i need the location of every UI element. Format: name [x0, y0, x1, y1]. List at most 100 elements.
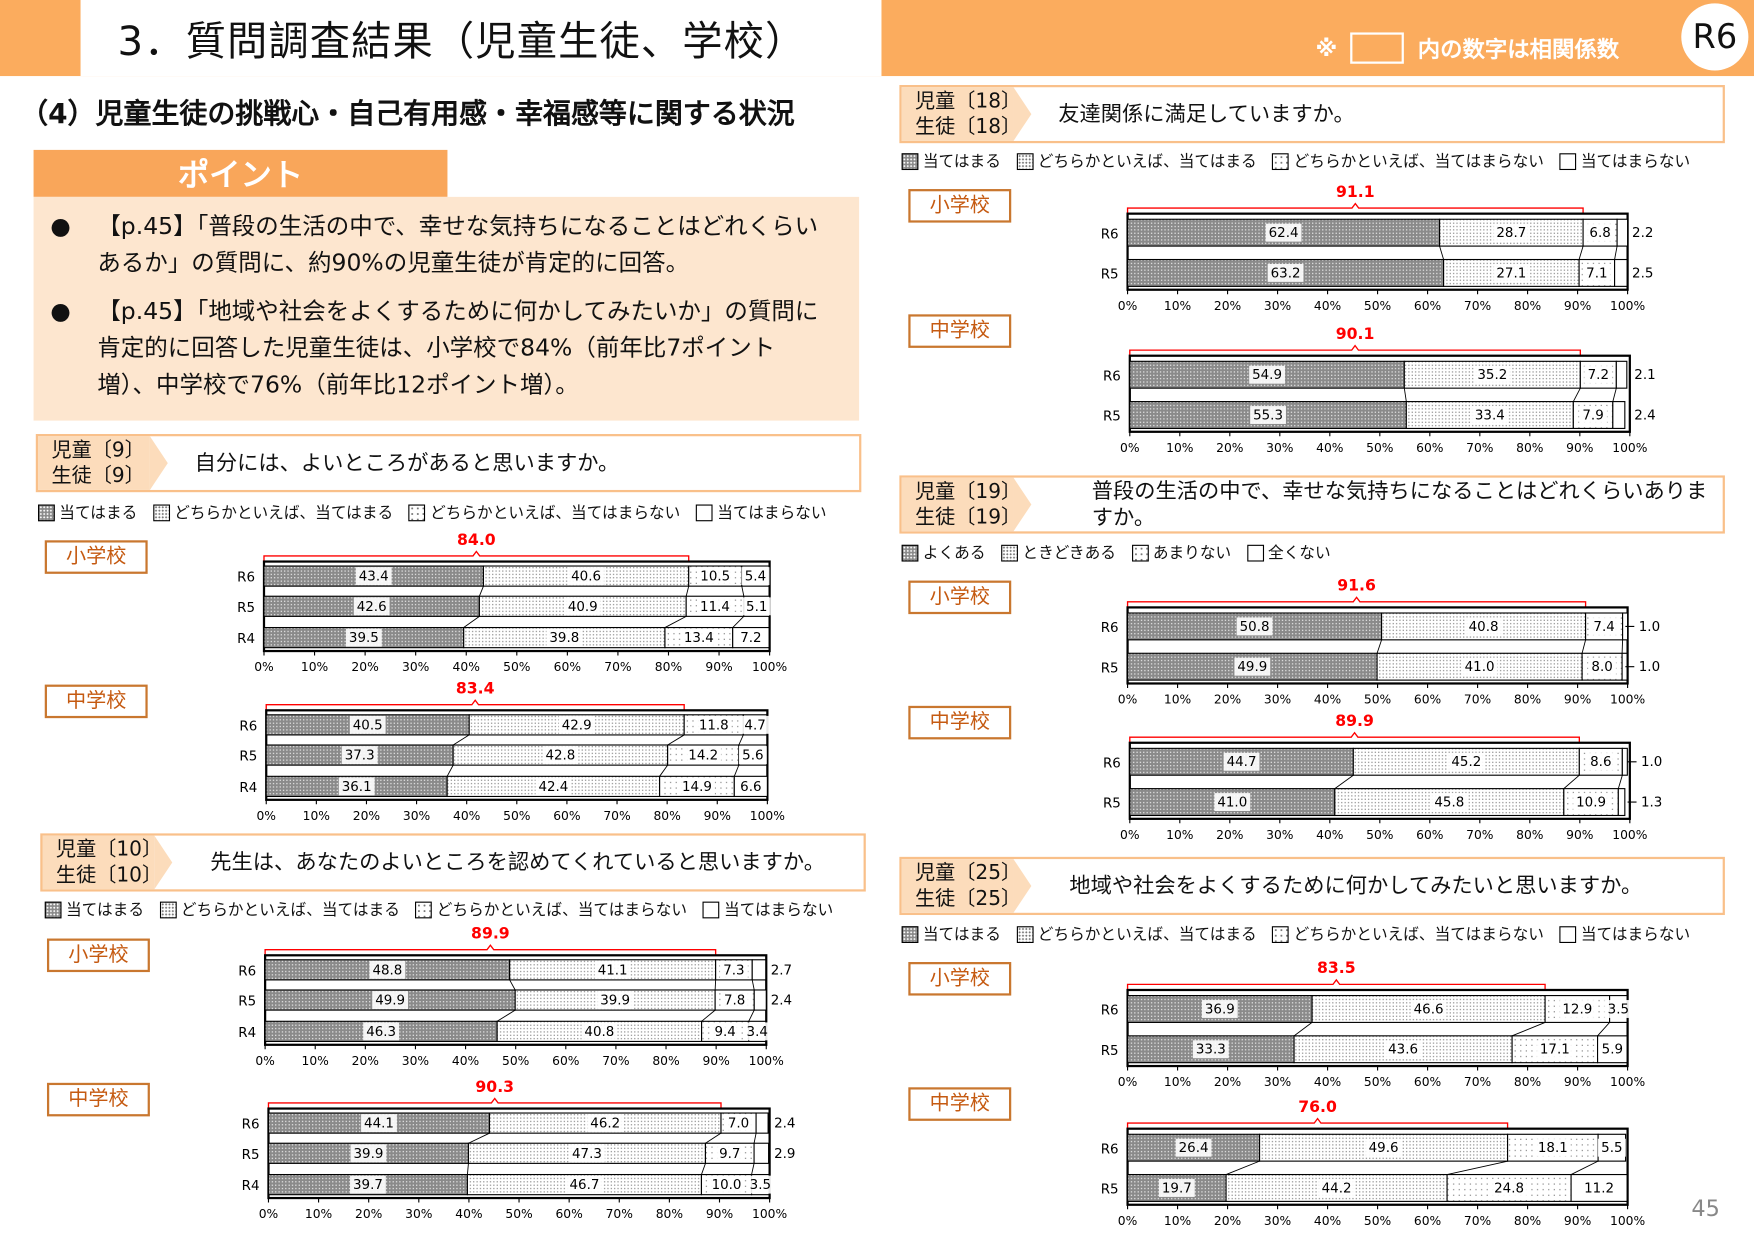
axis-tick-label: 90%: [702, 1054, 729, 1068]
connector-line: [1293, 1022, 1313, 1037]
legend-item-strongly-agree: 当てはまる: [901, 923, 1001, 945]
axis-tick-label: 100%: [752, 660, 787, 674]
axis-tick-label: 30%: [402, 660, 429, 674]
value-label-bg: [569, 1144, 605, 1163]
value-label-bg: [1493, 223, 1530, 242]
value-label: 48.8: [372, 963, 402, 978]
stacked-bar-chart: 91.1 R6 62.4 28.7 6.8 2.2 R5 63.2 27.1 7.1 2.5 0% 10…: [1101, 182, 1654, 313]
question-text: 地域や社会をよくするために何かしてみたいと思いますか。: [1069, 873, 1643, 899]
legend-item-disagree: どちらかといえば、当てはまらない: [1272, 923, 1544, 945]
axis-tick-label: 0%: [1120, 828, 1140, 842]
axis-tick-label: 100%: [1612, 441, 1647, 455]
segment-strongly-disagree: [1612, 401, 1626, 429]
value-label: 45.8: [1434, 796, 1464, 811]
connector-line: [1572, 387, 1581, 402]
connector-line: [732, 616, 745, 628]
legend-item-strongly-agree: 当てはまる: [901, 150, 1001, 172]
positive-total-label: 89.9: [471, 924, 510, 943]
axis-tick-label: 80%: [1514, 1214, 1541, 1228]
positive-total-bracket: [1126, 1117, 1509, 1129]
legend-swatch-icon: [1272, 925, 1290, 943]
value-label-bg: [1223, 752, 1260, 771]
value-label: 45.2: [1451, 755, 1481, 770]
row-label: R6: [237, 571, 255, 586]
legend-item-disagree: どちらかといえば、当てはまらない: [1272, 150, 1544, 172]
connector-line: [733, 764, 740, 777]
axis-tick-label: 20%: [1216, 828, 1243, 842]
school-label-elementary: 小学校: [908, 189, 1012, 223]
value-label-bg: [679, 777, 715, 796]
segment-strongly-disagree: [1617, 788, 1626, 817]
value-label-bg: [568, 567, 604, 586]
positive-total-bracket: [1126, 596, 1587, 608]
value-label: 1.0: [1639, 620, 1660, 635]
school-label-junior-high: 中学校: [908, 705, 1012, 740]
value-label: 10.0: [712, 1178, 742, 1193]
connector-line: [1225, 1160, 1260, 1175]
value-label: 1.3: [1641, 796, 1662, 811]
axis-tick-label: 0%: [256, 809, 276, 823]
value-label: 49.6: [1369, 1141, 1399, 1156]
bullet-icon: ●: [50, 297, 71, 325]
value-label: 42.6: [357, 600, 387, 615]
value-label: 46.7: [570, 1178, 600, 1193]
axis-tick-label: 0%: [1118, 299, 1138, 313]
arrow-shape: [149, 436, 168, 490]
value-label: 62.4: [1269, 226, 1299, 241]
value-label: 54.9: [1252, 368, 1282, 383]
value-label: 46.6: [1414, 1002, 1444, 1017]
section-title: （4）児童生徒の挑戦心・自己有用感・幸福感等に関する状況: [20, 97, 795, 130]
value-label: 2.1: [1634, 368, 1655, 383]
question-code: 児童〔9〕 生徒〔9〕: [38, 436, 150, 490]
stacked-bar-chart: 90.3 R6 44.1 46.2 7.0 2.4 R5 39.9 47.3 9.7 2.9 R4 39…: [242, 1077, 796, 1221]
value-label-bg: [1214, 793, 1251, 811]
axis-tick-label: 10%: [303, 809, 330, 823]
value-label-bg: [1597, 1138, 1626, 1157]
axis-tick-label: 50%: [502, 1054, 529, 1068]
value-label: 41.1: [598, 963, 628, 978]
value-label-bg: [1559, 1000, 1596, 1018]
connector-line: [667, 734, 685, 746]
correlation-note: ※ 内の数字は相関係数: [1315, 31, 1619, 64]
axis-tick-label: 20%: [1214, 299, 1241, 313]
question-code-child: 児童〔9〕: [51, 438, 145, 462]
row-label: R6: [239, 719, 257, 734]
legend-item-agree: どちらかといえば、当てはまる: [152, 501, 393, 523]
legend-swatch-icon: [1559, 925, 1577, 943]
title-box: [80, 0, 882, 77]
value-label-bg: [1588, 657, 1617, 676]
value-label-bg: [372, 991, 409, 1009]
value-label-bg: [1579, 406, 1608, 424]
value-label: 44.1: [364, 1117, 394, 1132]
connector-line: [1597, 1022, 1610, 1037]
question-header: 児童〔18〕 生徒〔18〕 友達関係に満足していますか。: [899, 85, 1725, 144]
value-label: 5.1: [746, 600, 767, 615]
value-label-bg: [338, 777, 375, 796]
axis-tick-label: 50%: [1364, 693, 1391, 707]
value-label-bg: [1385, 1040, 1421, 1059]
positive-total-bracket: [1129, 731, 1580, 743]
value-label: 14.2: [688, 749, 718, 764]
value-label: 28.7: [1496, 226, 1526, 241]
axis-tick-label: 40%: [455, 1207, 482, 1221]
value-label: 49.9: [375, 994, 405, 1009]
value-label: 50.8: [1240, 620, 1270, 635]
connector-line: [741, 586, 745, 597]
legend-item-strongly-disagree: 当てはまらない: [1559, 923, 1690, 945]
row-label: R6: [1101, 1142, 1119, 1157]
segment-strongly-disagree: [1615, 360, 1628, 389]
axis-tick-label: 30%: [405, 1207, 432, 1221]
value-label: 10.5: [700, 570, 730, 585]
question-text: 普段の生活の中で、幸せな気持ちになることはどれくらいありますか。: [1091, 478, 1708, 531]
value-label: 41.0: [1217, 796, 1247, 811]
question-code-child: 児童〔18〕: [915, 89, 1022, 113]
axis-tick-label: 0%: [1118, 693, 1138, 707]
value-label: 7.4: [1593, 620, 1614, 635]
connector-line: [701, 1009, 716, 1022]
stacked-bar-chart: 76.0 R6 26.4 49.6 18.1 5.5 R5 19.7 44.2 24.8 11.2 0…: [1101, 1097, 1645, 1228]
axis-tick-label: 90%: [1564, 1075, 1591, 1089]
value-label: 46.2: [590, 1117, 620, 1132]
positive-total-bracket: [1129, 344, 1581, 356]
axis-tick-label: 90%: [1566, 828, 1593, 842]
value-label: 3.5: [1608, 1002, 1629, 1017]
